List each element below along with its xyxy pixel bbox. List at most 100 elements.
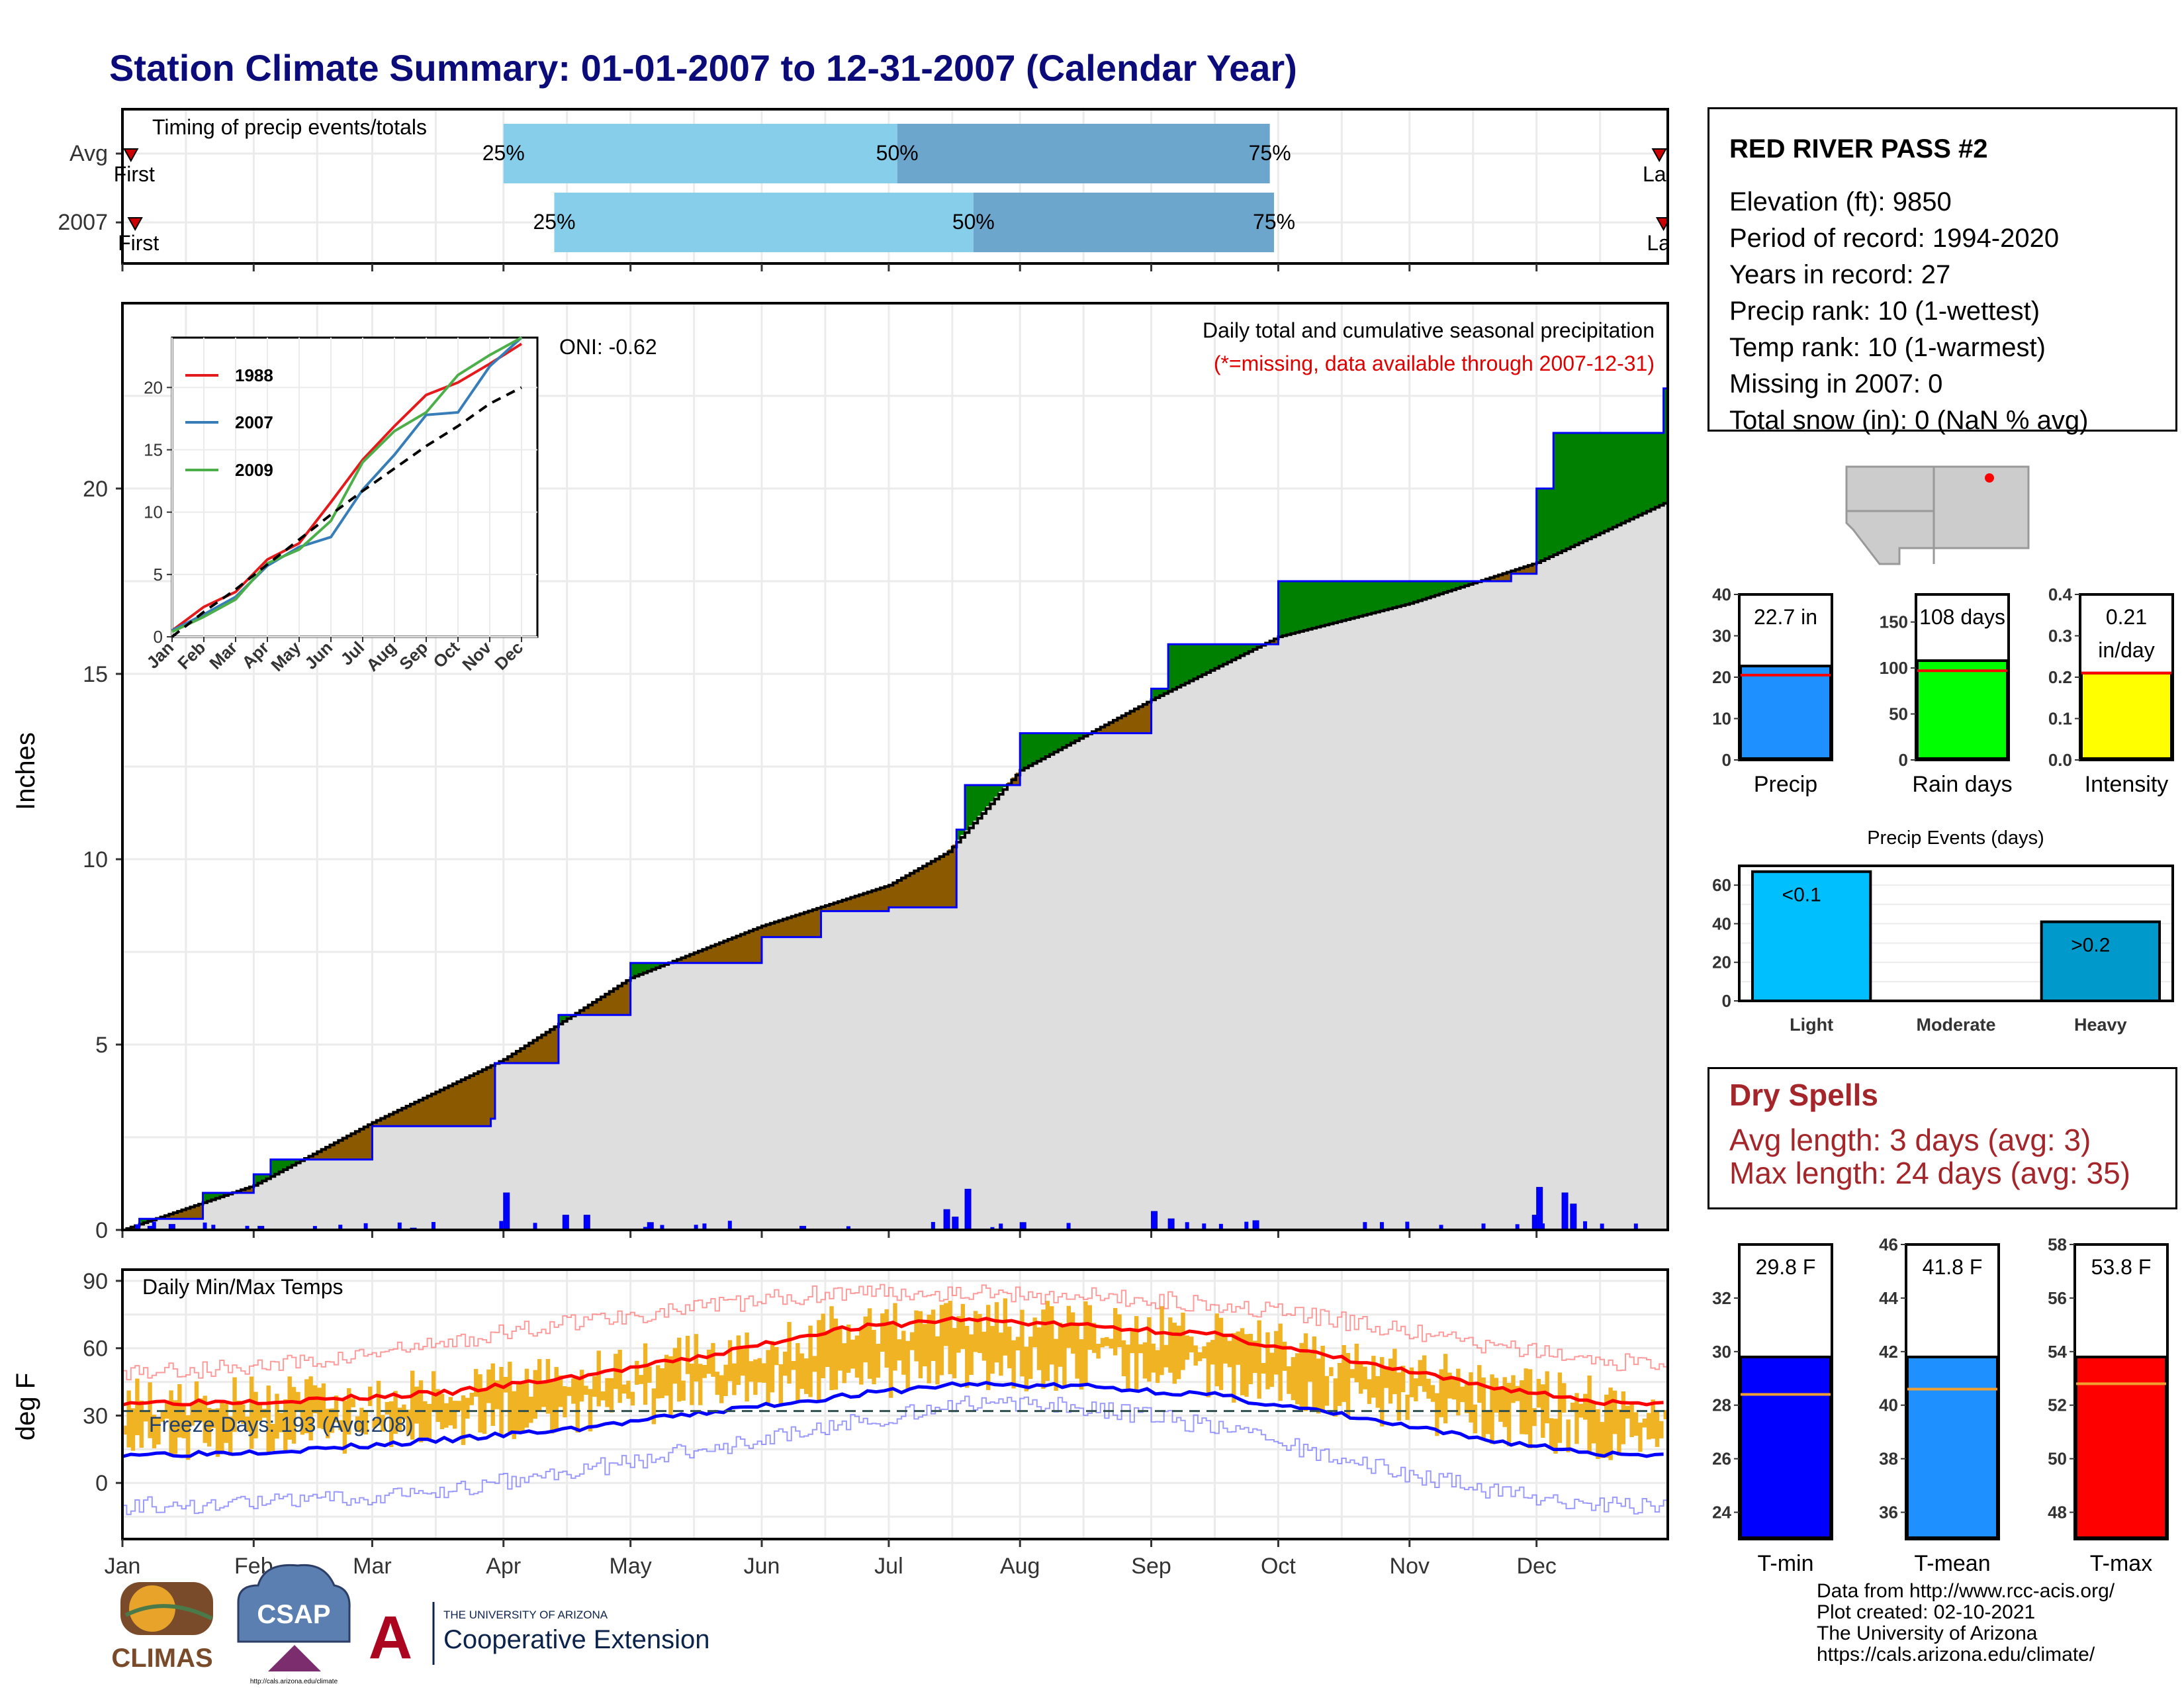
daily-precip-bar xyxy=(1167,1218,1175,1231)
inset-y-tick-label: 5 xyxy=(154,565,163,585)
events-category-label: Light xyxy=(1790,1015,1833,1035)
inset-legend-label: 2009 xyxy=(235,460,273,480)
inset-y-tick-label: 15 xyxy=(144,440,163,460)
temps-y-tick-label: 90 xyxy=(83,1269,108,1294)
tmax-y-tick-label: 58 xyxy=(2048,1235,2067,1254)
tmax-value-label: 53.8 F xyxy=(2091,1255,2152,1279)
daily-precip-bar xyxy=(660,1225,664,1230)
events-bar-heavy xyxy=(2040,920,2161,1002)
station-name: RED RIVER PASS #2 xyxy=(1729,134,1988,164)
station-temp-rank: Temp rank: 10 (1-warmest) xyxy=(1729,333,2046,362)
daily-precip-bar xyxy=(338,1225,343,1230)
first-marker xyxy=(127,217,143,232)
tmin-y-tick-label: 26 xyxy=(1712,1449,1731,1469)
timing-bar-q2-2007 xyxy=(973,193,1275,252)
daily-precip-bar xyxy=(312,1226,317,1230)
precip-y-tick-label: 10 xyxy=(1712,709,1731,729)
cumulative-y-tick-label: 0 xyxy=(95,1218,108,1243)
daily-precip-bar xyxy=(1633,1223,1638,1230)
credits: Data from http://www.rcc-acis.org/ Plot … xyxy=(1817,1581,2115,1665)
raindays-y-tick-label: 100 xyxy=(1880,658,1908,678)
intensity-value-label: in/day xyxy=(2098,638,2154,662)
tmin-category-label: T-min xyxy=(1758,1551,1814,1576)
timing-row-label: 2007 xyxy=(58,210,108,235)
cumulative-y-axis-label: Inches xyxy=(11,732,40,810)
events-category-label: Heavy xyxy=(2074,1015,2127,1035)
station-precip-rank: Precip rank: 10 (1-wettest) xyxy=(1729,297,2040,326)
inset-panel xyxy=(171,336,539,638)
tmax-y-tick-label: 48 xyxy=(2048,1503,2067,1523)
raindays-category-label: Rain days xyxy=(1912,772,2012,797)
inset-series-2007 xyxy=(171,336,523,632)
inset-legend-label: 1988 xyxy=(235,365,273,385)
daily-precip-bar xyxy=(432,1222,435,1230)
daily-precip-bar xyxy=(1570,1203,1577,1231)
tmin-value-label: 29.8 F xyxy=(1756,1255,1816,1279)
normal-tmax-line xyxy=(122,1316,1664,1407)
timing-row-label: Avg xyxy=(69,141,108,166)
daily-precip-bar xyxy=(952,1216,959,1231)
daily-precip-bar xyxy=(727,1221,732,1230)
oni-label: ONI: -0.62 xyxy=(559,335,657,359)
inset-y-tick-label: 0 xyxy=(154,627,163,647)
daily-precip-bar xyxy=(1515,1224,1520,1230)
daily-precip-bar xyxy=(1481,1223,1486,1230)
precip-bar xyxy=(1739,665,1832,760)
daily-precip-bar xyxy=(999,1223,1003,1230)
station-snow: Total snow (in): 0 (NaN % avg) xyxy=(1729,406,2089,435)
events-y-tick-label: 60 xyxy=(1712,875,1731,895)
tmin-y-tick-label: 30 xyxy=(1712,1342,1731,1362)
credit-line: The University of Arizona xyxy=(1817,1622,2038,1644)
daily-precip-bar xyxy=(1218,1223,1223,1230)
tmean-bar xyxy=(1906,1355,1999,1540)
timing-clip xyxy=(1669,108,1702,265)
daily-precip-bar xyxy=(1066,1223,1071,1230)
daily-precip-bar xyxy=(943,1209,950,1231)
credit-line: Data from http://www.rcc-acis.org/ xyxy=(1817,1580,2115,1602)
station-years: Years in record: 27 xyxy=(1729,260,1951,289)
record-tmax-line xyxy=(122,1284,1668,1381)
observed-cumulative-line xyxy=(122,387,1668,1231)
tmin-bar xyxy=(1739,1355,1832,1540)
timing-label-75: 75% xyxy=(1249,141,1291,165)
daily-precip-bar xyxy=(1363,1222,1367,1230)
daily-precip-bar xyxy=(1541,1223,1545,1230)
tmean-y-tick-label: 38 xyxy=(1879,1449,1898,1469)
daily-precip-bar xyxy=(1202,1223,1206,1230)
events-y-tick-label: 0 xyxy=(1722,991,1731,1011)
credit-line: https://cals.arizona.edu/climate/ xyxy=(1817,1644,2095,1665)
cumulative-subtitle: (*=missing, data available through 2007-… xyxy=(1214,352,1655,375)
last-marker xyxy=(1651,148,1667,163)
csap-cloud xyxy=(237,1564,351,1643)
dry-spells-max: Max length: 24 days (avg: 35) xyxy=(1729,1156,2130,1190)
month-tick-label: Jun xyxy=(744,1554,780,1579)
tmin-y-tick-label: 28 xyxy=(1712,1395,1731,1415)
station-missing: Missing in 2007: 0 xyxy=(1729,369,1943,399)
tmean-y-tick-label: 42 xyxy=(1879,1342,1898,1362)
month-tick-label: Sep xyxy=(1131,1554,1171,1579)
daily-precip-bar xyxy=(1561,1192,1569,1231)
daily-precip-bar xyxy=(562,1215,569,1231)
events-y-tick-label: 40 xyxy=(1712,914,1731,933)
record-tmin-line xyxy=(122,1395,1668,1515)
climas-text: CLIMAS xyxy=(111,1644,212,1673)
first-marker xyxy=(123,148,139,163)
month-tick-label: Jul xyxy=(874,1554,903,1579)
tmin-y-tick-label: 32 xyxy=(1712,1288,1731,1308)
daily-precip-bar xyxy=(1405,1221,1410,1230)
raindays-y-tick-label: 50 xyxy=(1889,704,1908,724)
locator-map xyxy=(1842,463,2032,565)
events-title: Precip Events (days) xyxy=(1867,827,2044,849)
month-tick-label: May xyxy=(610,1554,652,1579)
precip-y-tick-label: 30 xyxy=(1712,626,1731,646)
cumulative-y-tick-label: 5 xyxy=(95,1033,108,1058)
station-location-dot xyxy=(1985,473,1994,483)
daily-precip-bar xyxy=(363,1223,368,1230)
precip-y-tick-label: 0 xyxy=(1722,750,1731,770)
daily-precip-bar xyxy=(152,1221,156,1230)
month-tick-label: Nov xyxy=(1390,1554,1430,1579)
tmax-y-tick-label: 50 xyxy=(2048,1449,2067,1469)
inset-series-2009 xyxy=(171,336,522,633)
tmax-y-tick-label: 52 xyxy=(2048,1395,2067,1415)
